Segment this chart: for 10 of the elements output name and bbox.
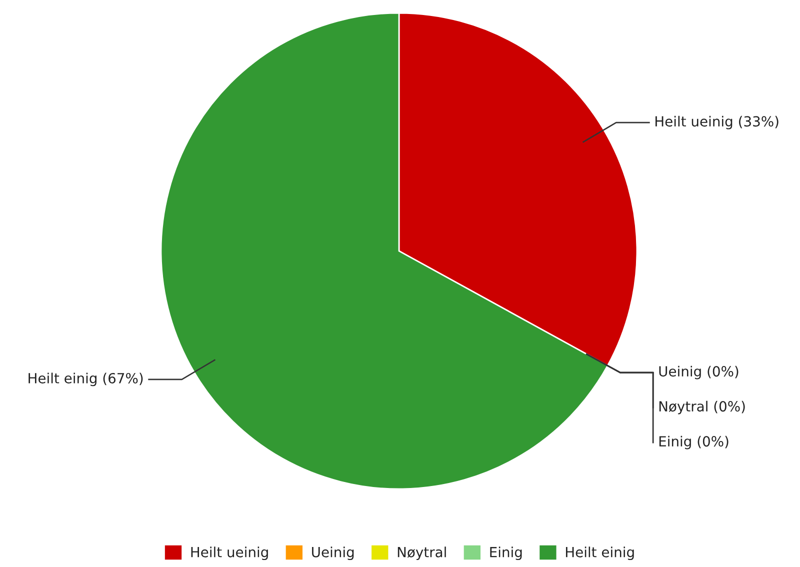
legend-label: Nøytral — [398, 546, 446, 560]
data-label: Heilt ueinig (33%) — [656, 116, 778, 130]
legend-label: Einig — [490, 546, 522, 560]
text: Nøytral (0%) — [659, 400, 745, 414]
legend-label: Heilt ueinig — [191, 546, 268, 560]
data-label: Heilt einig (67%) — [28, 372, 143, 386]
legend-label: Heilt einig — [566, 546, 634, 560]
text: Einig (0%) — [659, 436, 728, 450]
legend-label: Ueinig — [312, 546, 354, 560]
text: Ueinig (0%) — [659, 366, 738, 380]
